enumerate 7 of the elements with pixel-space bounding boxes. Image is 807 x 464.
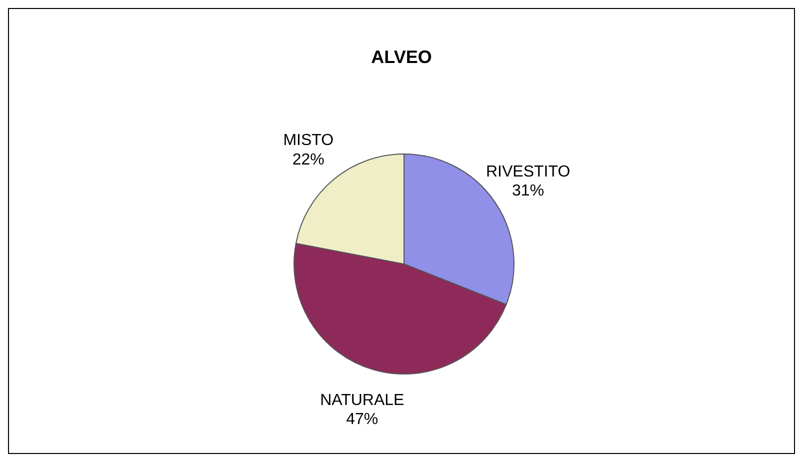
chart-title: ALVEO [370,47,433,68]
slice-label: MISTO [283,132,334,150]
slice-label: RIVESTITO [486,163,570,180]
data-label: 47% [346,411,378,428]
data-label: 22% [292,151,324,168]
slice-label: NATURALE [320,392,404,409]
data-label: 31% [512,182,544,200]
